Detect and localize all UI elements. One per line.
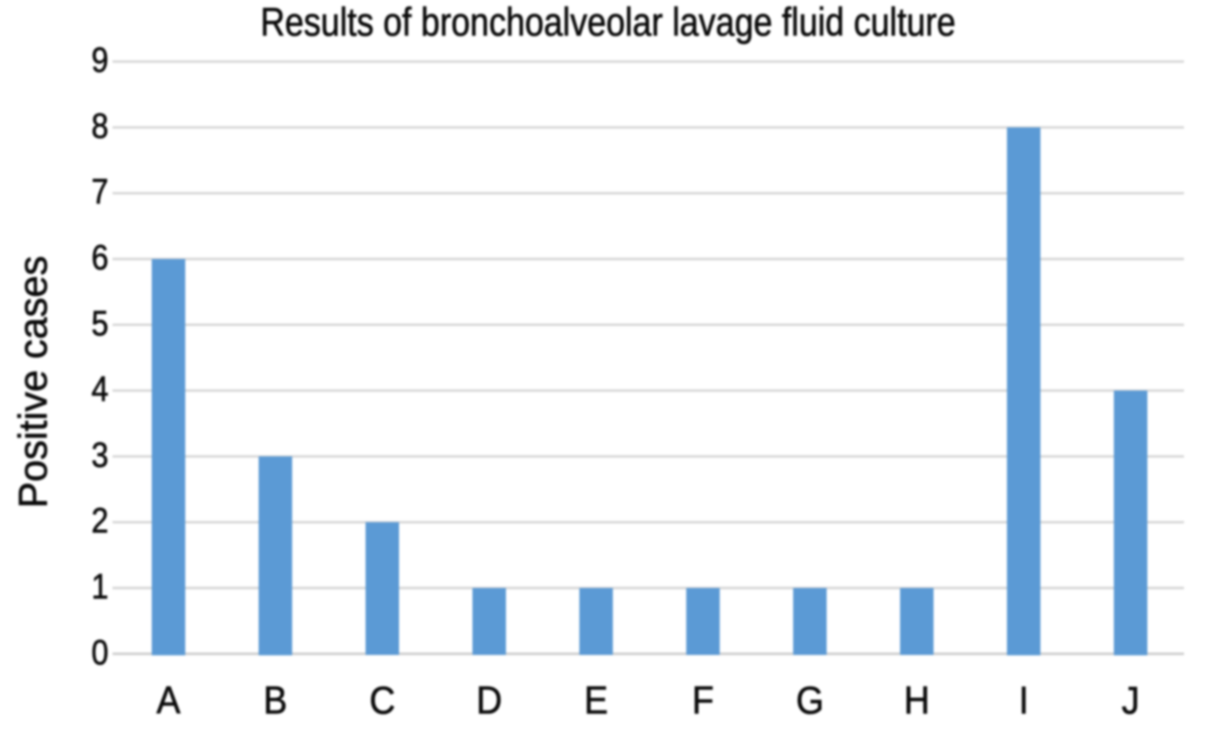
svg-text:6: 6 <box>91 238 108 277</box>
svg-text:D: D <box>476 678 502 722</box>
svg-text:H: H <box>904 678 930 722</box>
svg-text:E: E <box>584 678 608 722</box>
svg-text:J: J <box>1122 678 1140 722</box>
svg-text:I: I <box>1019 678 1029 722</box>
svg-text:Positive cases: Positive cases <box>12 256 56 508</box>
svg-text:0: 0 <box>91 632 108 671</box>
svg-text:C: C <box>369 678 395 722</box>
svg-text:Results of bronchoalveolar lav: Results of bronchoalveolar lavage fluid … <box>260 0 955 44</box>
svg-text:2: 2 <box>91 501 108 540</box>
svg-text:3: 3 <box>91 435 108 474</box>
svg-text:4: 4 <box>91 369 108 408</box>
svg-text:B: B <box>263 678 287 722</box>
svg-text:7: 7 <box>91 172 108 211</box>
svg-text:8: 8 <box>91 106 108 145</box>
svg-text:9: 9 <box>91 40 108 79</box>
svg-text:1: 1 <box>91 567 108 606</box>
svg-text:G: G <box>796 678 824 722</box>
svg-text:5: 5 <box>91 303 108 342</box>
svg-text:A: A <box>157 678 181 722</box>
svg-text:F: F <box>692 678 714 722</box>
